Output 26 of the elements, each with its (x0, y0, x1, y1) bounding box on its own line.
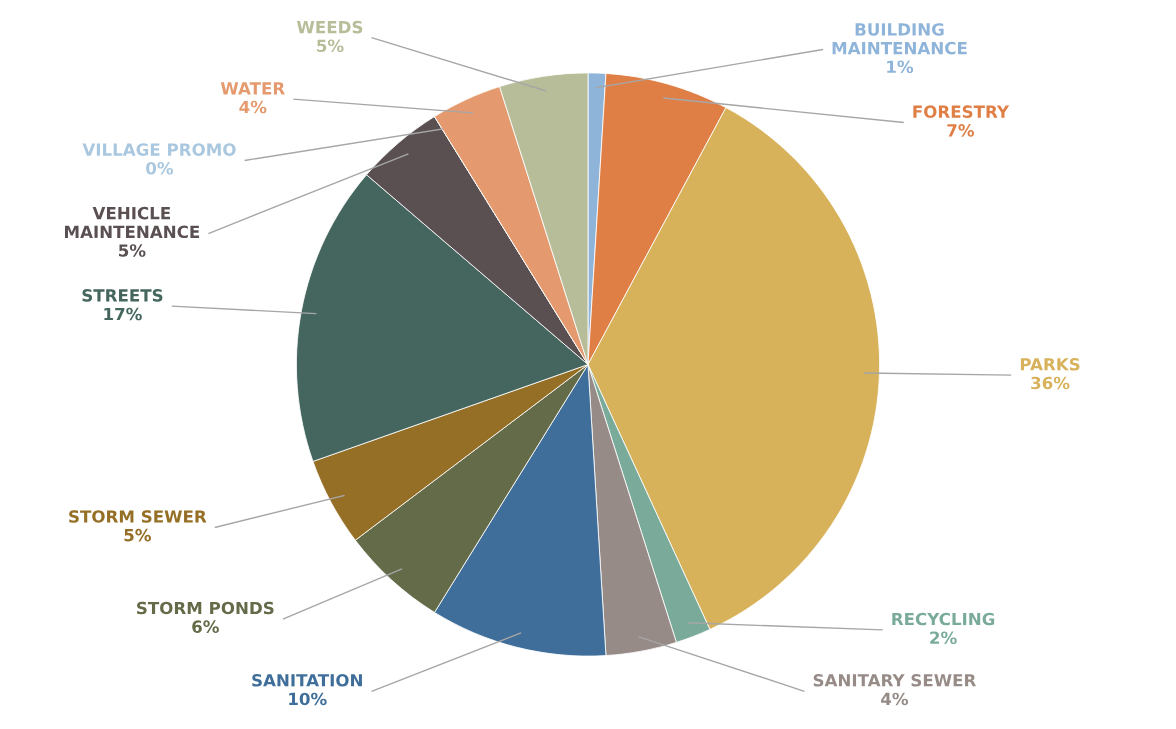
data-label: 4% (881, 692, 909, 706)
data-label: 5% (124, 528, 151, 542)
data-label: 6% (192, 620, 219, 633)
slice-label: FORESTRY (913, 105, 1010, 118)
category-label: VILLAGE PROMO (82, 143, 236, 156)
data-label: 5% (317, 39, 344, 53)
slice-label: WATER (220, 82, 285, 95)
data-label: 2% (930, 631, 957, 645)
data-label: 4% (239, 100, 267, 114)
slice-label: BUILDING MAINTENANCE (832, 23, 967, 55)
slice-label: WEEDS (296, 20, 363, 34)
data-label: 10% (289, 692, 327, 706)
data-label: 1% (887, 60, 914, 74)
data-label: 7% (947, 124, 975, 137)
text: 0% (146, 161, 174, 175)
slice-label: STORM PONDS (137, 601, 274, 615)
slice-label: RECYCLING (892, 612, 995, 626)
slice-label: STREETS (82, 289, 163, 302)
slice-label: STORM SEWER (69, 510, 207, 523)
slice-label: SANITARY SEWER (813, 673, 977, 687)
slice-label: VEHICLE MAINTENANCE (65, 206, 200, 239)
slice-label: SANITATION (252, 673, 362, 687)
slice-label: PARKS (1020, 357, 1080, 371)
data-label: 5% (119, 244, 146, 257)
data-label: 17% (104, 307, 142, 321)
data-label: 36% (1031, 376, 1070, 390)
